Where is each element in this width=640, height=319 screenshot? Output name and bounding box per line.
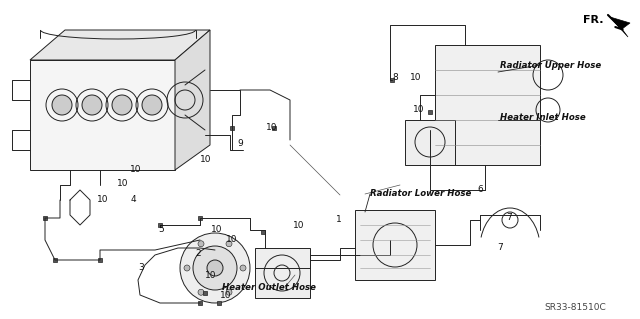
Circle shape <box>207 260 223 276</box>
Bar <box>198 301 202 305</box>
Bar <box>355 210 435 280</box>
Circle shape <box>112 95 132 115</box>
Text: 10: 10 <box>200 155 211 165</box>
Text: 7: 7 <box>506 213 512 222</box>
Text: 10: 10 <box>205 271 216 280</box>
Bar <box>405 120 455 165</box>
Bar <box>390 78 394 82</box>
Text: 1: 1 <box>336 214 342 224</box>
Bar <box>272 126 276 130</box>
Polygon shape <box>610 17 630 37</box>
Bar <box>198 216 202 220</box>
Text: 2: 2 <box>195 249 200 257</box>
Circle shape <box>198 241 204 247</box>
Bar <box>261 230 265 234</box>
Bar <box>53 258 57 262</box>
Circle shape <box>82 95 102 115</box>
Text: SR33-81510C: SR33-81510C <box>544 303 606 313</box>
Bar <box>230 126 234 130</box>
Circle shape <box>240 265 246 271</box>
Text: FR.: FR. <box>584 15 604 25</box>
Circle shape <box>193 246 237 290</box>
Bar <box>255 248 310 298</box>
Text: 9: 9 <box>237 139 243 149</box>
Text: 3: 3 <box>138 263 144 272</box>
Bar <box>203 291 207 295</box>
Text: 10: 10 <box>211 226 223 234</box>
Text: Heater Inlet Hose: Heater Inlet Hose <box>500 114 586 122</box>
Circle shape <box>226 241 232 247</box>
Text: 10: 10 <box>293 220 305 229</box>
Bar <box>428 110 432 114</box>
Text: 10: 10 <box>220 292 232 300</box>
Polygon shape <box>175 30 210 170</box>
Text: Radiator Lower Hose: Radiator Lower Hose <box>370 189 472 198</box>
Text: 10: 10 <box>117 179 129 188</box>
Text: 6: 6 <box>477 186 483 195</box>
Text: 10: 10 <box>226 235 237 244</box>
Circle shape <box>180 233 250 303</box>
Text: 7: 7 <box>497 243 503 253</box>
Circle shape <box>226 289 232 295</box>
Bar <box>158 223 162 227</box>
Text: 10: 10 <box>266 123 278 132</box>
Circle shape <box>142 95 162 115</box>
Circle shape <box>184 265 190 271</box>
Bar <box>435 45 540 165</box>
Bar <box>43 216 47 220</box>
Polygon shape <box>30 60 175 170</box>
Circle shape <box>52 95 72 115</box>
Text: 5: 5 <box>158 226 164 234</box>
Text: 4: 4 <box>131 196 136 204</box>
Bar <box>98 258 102 262</box>
Text: 10: 10 <box>130 166 141 174</box>
Text: 10: 10 <box>97 195 109 204</box>
Text: 10: 10 <box>413 106 424 115</box>
Polygon shape <box>30 30 210 60</box>
Text: 8: 8 <box>392 73 397 83</box>
Circle shape <box>198 289 204 295</box>
Text: Radiator Upper Hose: Radiator Upper Hose <box>500 61 601 70</box>
Bar <box>217 301 221 305</box>
Text: 10: 10 <box>410 73 422 83</box>
Text: Heater Outlet Hose: Heater Outlet Hose <box>222 283 316 292</box>
